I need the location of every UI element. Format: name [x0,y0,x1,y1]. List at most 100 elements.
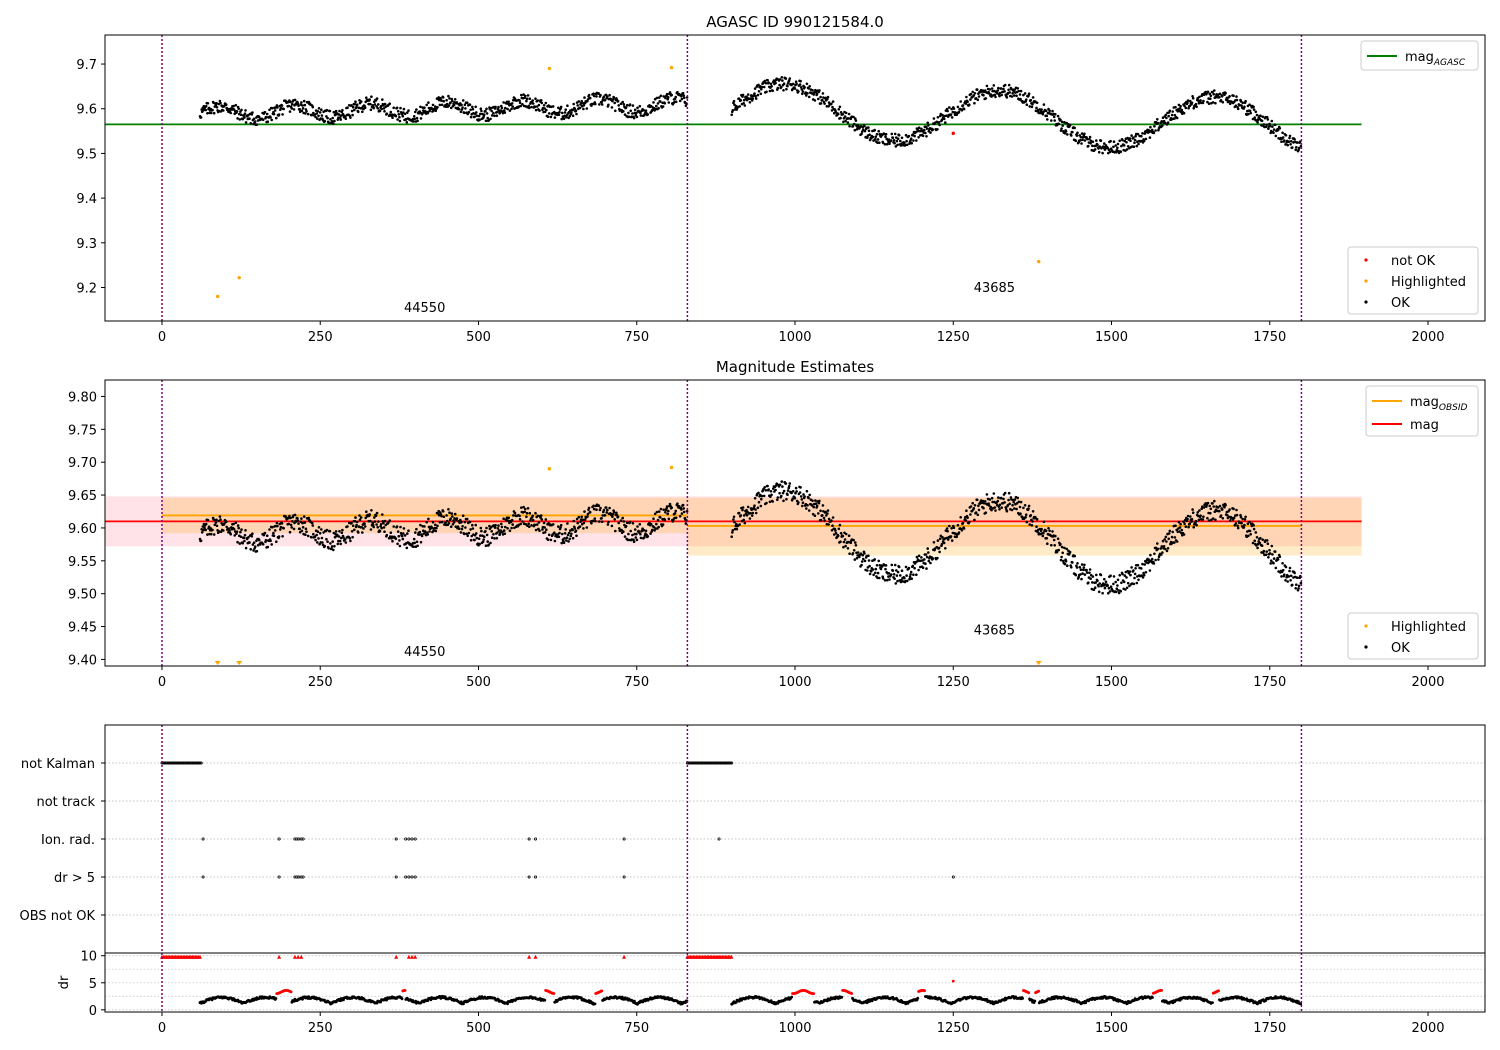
data-point-ok [1297,587,1300,590]
data-point-ok [1013,507,1016,510]
data-point-ok [445,519,449,523]
data-point-ok [553,116,557,119]
data-point-ok [607,520,610,524]
data-point-ok [494,524,497,527]
data-point-ok [1109,585,1113,588]
data-point-ok [998,94,1001,98]
data-point-ok [301,107,305,110]
data-point-ok [1080,142,1083,145]
data-point-ok [1183,522,1186,526]
data-point-ok [434,523,437,527]
data-point-ok [397,113,401,116]
data-point-ok [398,539,401,542]
data-point-ok [432,529,435,532]
data-point-ok [839,116,842,120]
data-point-ok [290,526,294,529]
data-point-ok [373,520,377,523]
data-point-ok [784,482,788,485]
data-point-ok [558,110,561,114]
data-point-ok [497,105,500,109]
data-point-ok [767,488,770,491]
data-point-ok [1017,89,1021,93]
data-point-ok [445,98,448,102]
data-point-ok [968,103,971,106]
data-point-ok [1251,541,1255,545]
data-point-ok [1115,590,1118,594]
data-point-ok [1000,93,1003,97]
data-point-ok [1045,114,1049,118]
data-point-ok [900,136,904,140]
data-point-ok [339,118,343,121]
legend-box [1347,246,1479,315]
data-point-ok [290,107,294,110]
data-point-ok [1188,522,1192,525]
data-point-ok [1207,102,1211,105]
data-point-ok [1024,513,1028,516]
data-point-ok [1053,544,1056,547]
data-point-ok [739,98,743,102]
data-point-ok [639,536,643,540]
data-point-ok [657,106,660,110]
data-point-ok [880,133,884,137]
data-point-ok [1140,134,1143,138]
data-point-ok [962,527,966,530]
data-point-ok [1206,501,1210,505]
data-point-ok [1293,571,1296,575]
data-point-ok [1112,145,1115,149]
data-point-ok [885,578,889,582]
data-point-ok [1194,102,1198,106]
data-point-ok [782,89,785,92]
data-point-ok [587,93,591,97]
data-point-ok [1247,534,1250,538]
flag-marker [301,837,305,841]
data-point-ok [525,99,528,103]
data-point-ok [834,529,837,532]
data-point-ok [325,528,329,532]
data-point-ok [751,97,755,100]
data-point-ok [473,115,476,119]
data-point-ok [302,99,306,103]
data-point-ok [526,94,530,97]
data-point-ok [1170,113,1174,117]
data-point-ok [465,517,469,521]
data-point-ok [1079,139,1082,142]
data-point-ok [484,530,487,533]
data-point-ok [1281,131,1284,135]
data-point-ok [989,505,993,509]
data-point-ok [964,519,968,522]
data-point-ok [531,514,534,518]
data-point-ok [627,538,631,542]
data-point-ok [1091,575,1095,578]
data-point-ok [1180,108,1184,112]
data-point-ok [465,101,469,104]
data-point-ok [1080,132,1084,135]
data-point-ok [885,142,889,146]
data-point-ok [1268,122,1271,126]
data-point-ok [904,565,908,569]
data-point-ok [862,557,865,561]
data-point-ok [961,521,965,525]
data-point-ok [1030,105,1034,109]
data-point-ok [1078,565,1082,569]
data-point-ok [1256,546,1259,550]
data-point-ok [926,547,929,550]
data-point-ok [237,107,240,111]
data-point-ok [479,112,482,116]
data-point-ok [395,106,399,110]
data-point-ok [1003,491,1007,495]
data-point-ok [894,582,898,585]
data-point-ok [969,505,973,508]
data-point-ok [1219,514,1223,517]
data-point-ok [1093,586,1097,589]
data-point-ok [571,114,575,117]
data-point-ok [1074,573,1078,577]
data-point-ok [619,519,623,522]
data-point-ok [780,85,783,89]
data-point-ok [326,540,329,543]
data-point-ok [843,115,847,118]
data-point-ok [859,552,863,555]
data-point-ok [806,503,809,507]
data-point-ok [977,95,981,98]
data-point-ok [910,141,913,145]
data-point-ok [847,534,851,537]
